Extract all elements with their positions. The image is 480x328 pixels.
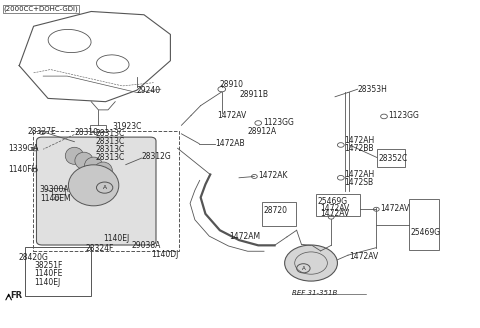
Text: 25469G: 25469G	[318, 197, 348, 206]
Text: 1472AK: 1472AK	[258, 171, 288, 180]
Text: 28911B: 28911B	[239, 90, 268, 99]
Text: 1339GA: 1339GA	[9, 144, 39, 153]
Ellipse shape	[65, 147, 84, 164]
Text: 1123GG: 1123GG	[388, 111, 419, 120]
Text: 28324F: 28324F	[85, 244, 114, 253]
Ellipse shape	[75, 152, 93, 169]
Text: 28352C: 28352C	[378, 154, 408, 163]
Text: 38251F: 38251F	[35, 261, 63, 270]
Text: 1472AM: 1472AM	[229, 232, 261, 241]
Text: 31923C: 31923C	[113, 122, 142, 132]
Bar	[52, 188, 65, 194]
Text: 1140EM: 1140EM	[40, 194, 71, 203]
Text: REF 31-351B: REF 31-351B	[292, 290, 337, 296]
Ellipse shape	[94, 162, 112, 179]
Text: 28912A: 28912A	[247, 127, 276, 136]
Text: 1140DJ: 1140DJ	[151, 250, 179, 259]
Ellipse shape	[84, 157, 103, 174]
Text: 28312G: 28312G	[142, 152, 171, 161]
Bar	[90, 125, 106, 132]
Text: A: A	[301, 266, 305, 271]
Bar	[25, 247, 91, 296]
Text: 28313C: 28313C	[95, 129, 124, 138]
Bar	[262, 202, 296, 226]
Text: 1472AV: 1472AV	[321, 204, 350, 213]
Text: 1123GG: 1123GG	[263, 117, 294, 127]
Text: 29038A: 29038A	[132, 241, 161, 250]
Text: 28310: 28310	[74, 128, 98, 137]
Ellipse shape	[69, 165, 119, 206]
Text: 25469G: 25469G	[410, 228, 441, 237]
Text: 1472AV: 1472AV	[349, 252, 379, 261]
Bar	[33, 131, 179, 251]
Bar	[409, 199, 439, 250]
Text: 1472AV: 1472AV	[321, 209, 350, 218]
Text: 1140FE: 1140FE	[35, 269, 63, 278]
Circle shape	[285, 245, 337, 281]
Text: FR: FR	[11, 291, 23, 300]
Text: 1140EJ: 1140EJ	[35, 277, 61, 287]
Text: 29240: 29240	[137, 86, 161, 95]
Text: 1472SB: 1472SB	[345, 177, 374, 187]
Text: 28313C: 28313C	[95, 153, 124, 162]
FancyBboxPatch shape	[36, 137, 156, 245]
Text: 1472BB: 1472BB	[345, 144, 374, 153]
Text: 1472AV: 1472AV	[380, 204, 409, 213]
Text: 28910: 28910	[220, 80, 244, 89]
Text: 1472AH: 1472AH	[345, 136, 375, 145]
Text: 1472AV: 1472AV	[217, 111, 246, 120]
Text: 28313C: 28313C	[95, 137, 124, 146]
Text: A: A	[103, 185, 107, 190]
Text: 28420G: 28420G	[18, 253, 48, 262]
Text: 39300A: 39300A	[40, 185, 70, 194]
Bar	[316, 194, 360, 216]
Text: 28353H: 28353H	[358, 85, 387, 94]
Text: (2000CC+DOHC-GDI): (2000CC+DOHC-GDI)	[4, 6, 79, 12]
Text: 1472AH: 1472AH	[345, 170, 375, 179]
Text: 28327E: 28327E	[28, 127, 57, 136]
Bar	[377, 149, 405, 167]
Text: 1140FH: 1140FH	[9, 165, 38, 174]
Text: 1472AB: 1472AB	[215, 139, 245, 148]
Text: 1140EJ: 1140EJ	[103, 234, 130, 243]
Text: 28313C: 28313C	[95, 145, 124, 154]
Text: 28720: 28720	[263, 206, 287, 215]
